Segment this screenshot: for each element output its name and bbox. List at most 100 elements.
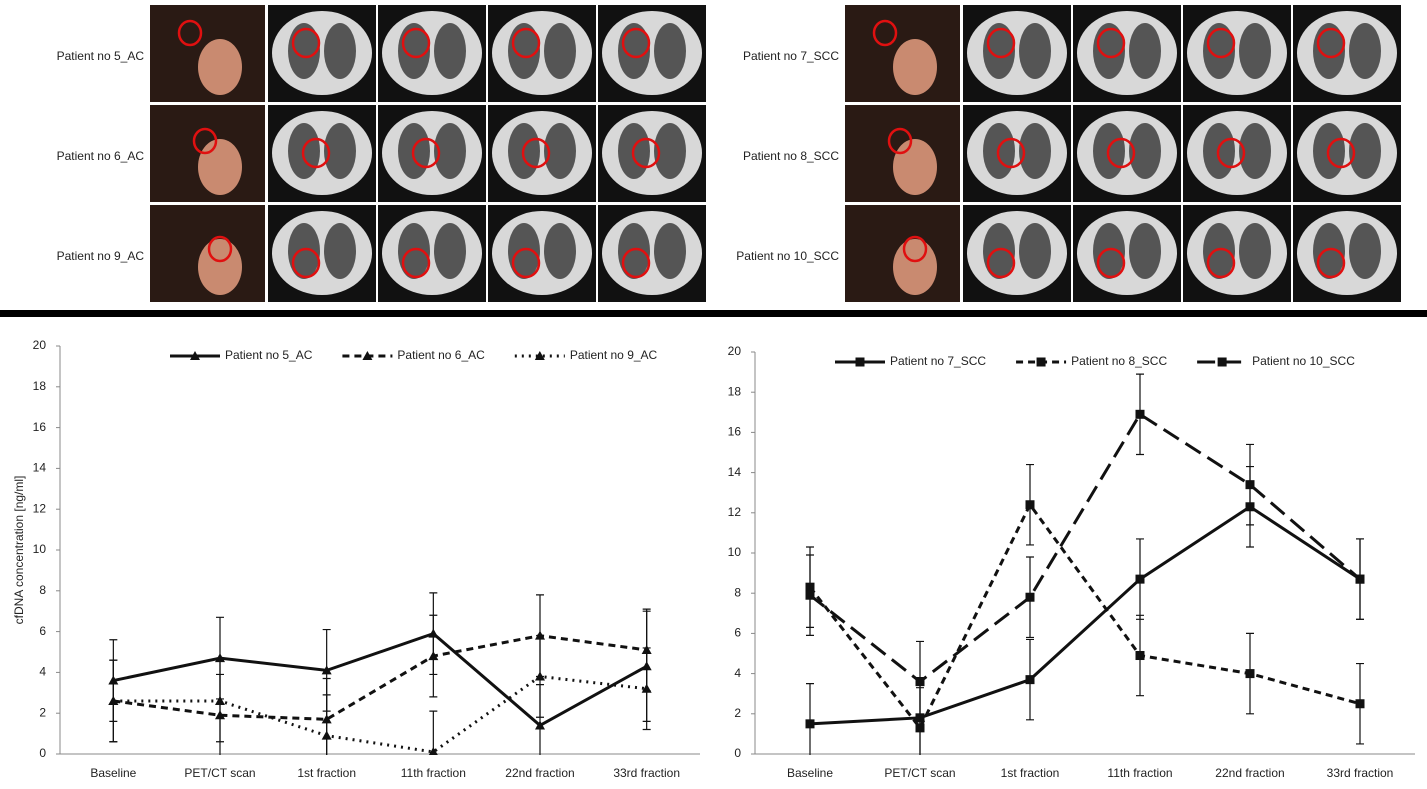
lung <box>654 23 686 79</box>
divider <box>0 310 1427 317</box>
organ <box>198 39 242 95</box>
y-tick-label: 20 <box>728 344 742 358</box>
axial-body <box>1077 211 1177 295</box>
lung <box>1203 223 1235 279</box>
y-tick-label: 0 <box>734 746 741 760</box>
axial-body <box>492 11 592 95</box>
x-tick-label: 11th fraction <box>1107 766 1172 780</box>
marker <box>806 719 815 728</box>
axial-body <box>602 111 702 195</box>
lung <box>1019 23 1051 79</box>
marker <box>916 677 925 686</box>
y-tick-label: 2 <box>734 706 741 720</box>
y-tick-label: 12 <box>33 501 47 515</box>
series-line <box>810 414 1360 681</box>
organ <box>198 139 242 195</box>
panel-label: Patient no 9_AC <box>57 249 145 263</box>
y-tick-label: 6 <box>734 626 741 640</box>
plot-area <box>108 593 651 784</box>
y-tick-label: 8 <box>734 585 741 599</box>
organ <box>198 239 242 295</box>
x-tick-label: Baseline <box>787 766 833 780</box>
marker <box>1356 575 1365 584</box>
y-tick-label: 12 <box>728 505 742 519</box>
marker <box>1136 651 1145 660</box>
legend-label: Patient no 5_AC <box>225 348 313 362</box>
lung <box>1349 23 1381 79</box>
axial-body <box>602 11 702 95</box>
axial-body <box>602 211 702 295</box>
marker <box>1356 699 1365 708</box>
marker <box>1246 480 1255 489</box>
axial-body <box>272 211 372 295</box>
lung <box>1313 223 1345 279</box>
y-tick-label: 16 <box>728 425 742 439</box>
lung <box>1129 23 1161 79</box>
lung <box>1349 223 1381 279</box>
marker <box>1136 575 1145 584</box>
x-tick-label: 1st fraction <box>1001 766 1060 780</box>
lung <box>288 223 320 279</box>
marker <box>1026 500 1035 509</box>
legend-marker <box>856 358 865 367</box>
marker <box>1136 410 1145 419</box>
marker <box>806 591 815 600</box>
axial-body <box>967 211 1067 295</box>
legend-label: Patient no 10_SCC <box>1252 354 1355 368</box>
marker <box>1026 593 1035 602</box>
axial-body <box>382 11 482 95</box>
lung <box>434 223 466 279</box>
axial-body <box>1077 111 1177 195</box>
y-tick-label: 18 <box>728 384 742 398</box>
axial-body <box>1297 111 1397 195</box>
axial-body <box>1187 111 1287 195</box>
lung <box>1019 223 1051 279</box>
series-line <box>113 636 646 720</box>
lung <box>324 23 356 79</box>
legend-marker <box>1218 358 1227 367</box>
plot-area <box>806 374 1365 768</box>
x-tick-label: 33rd fraction <box>1327 766 1394 780</box>
lung <box>1093 223 1125 279</box>
axial-body <box>382 111 482 195</box>
axial-body <box>492 111 592 195</box>
lung <box>398 223 430 279</box>
y-tick-label: 10 <box>728 545 742 559</box>
y-tick-label: 14 <box>728 465 742 479</box>
y-tick-label: 8 <box>39 583 46 597</box>
x-tick-label: 1st fraction <box>297 766 356 780</box>
panel-label: Patient no 7_SCC <box>743 49 839 63</box>
marker <box>322 731 332 740</box>
axial-body <box>1297 11 1397 95</box>
x-tick-label: 22nd fraction <box>505 766 574 780</box>
axial-body <box>1187 211 1287 295</box>
axial-body <box>1077 11 1177 95</box>
marker <box>215 696 225 705</box>
lung <box>618 223 650 279</box>
lung <box>508 223 540 279</box>
lung <box>1129 223 1161 279</box>
axial-body <box>1187 11 1287 95</box>
organ <box>893 239 937 295</box>
y-tick-label: 16 <box>33 420 47 434</box>
lung <box>1239 223 1271 279</box>
y-tick-label: 4 <box>39 665 46 679</box>
x-tick-label: 33rd fraction <box>613 766 680 780</box>
marker <box>1026 675 1035 684</box>
axial-body <box>1297 211 1397 295</box>
legend-label: Patient no 7_SCC <box>890 354 986 368</box>
axial-body <box>272 11 372 95</box>
series-line <box>810 505 1360 728</box>
x-tick-label: PET/CT scan <box>884 766 955 780</box>
y-tick-label: 0 <box>39 746 46 760</box>
x-tick-label: 11th fraction <box>401 766 466 780</box>
x-tick-label: PET/CT scan <box>184 766 255 780</box>
y-tick-label: 18 <box>33 379 47 393</box>
axial-body <box>492 211 592 295</box>
lung <box>324 223 356 279</box>
panel-label: Patient no 8_SCC <box>743 149 839 163</box>
legend-label: Patient no 9_AC <box>570 348 658 362</box>
lung <box>1239 23 1271 79</box>
lung <box>983 223 1015 279</box>
x-tick-label: Baseline <box>90 766 136 780</box>
